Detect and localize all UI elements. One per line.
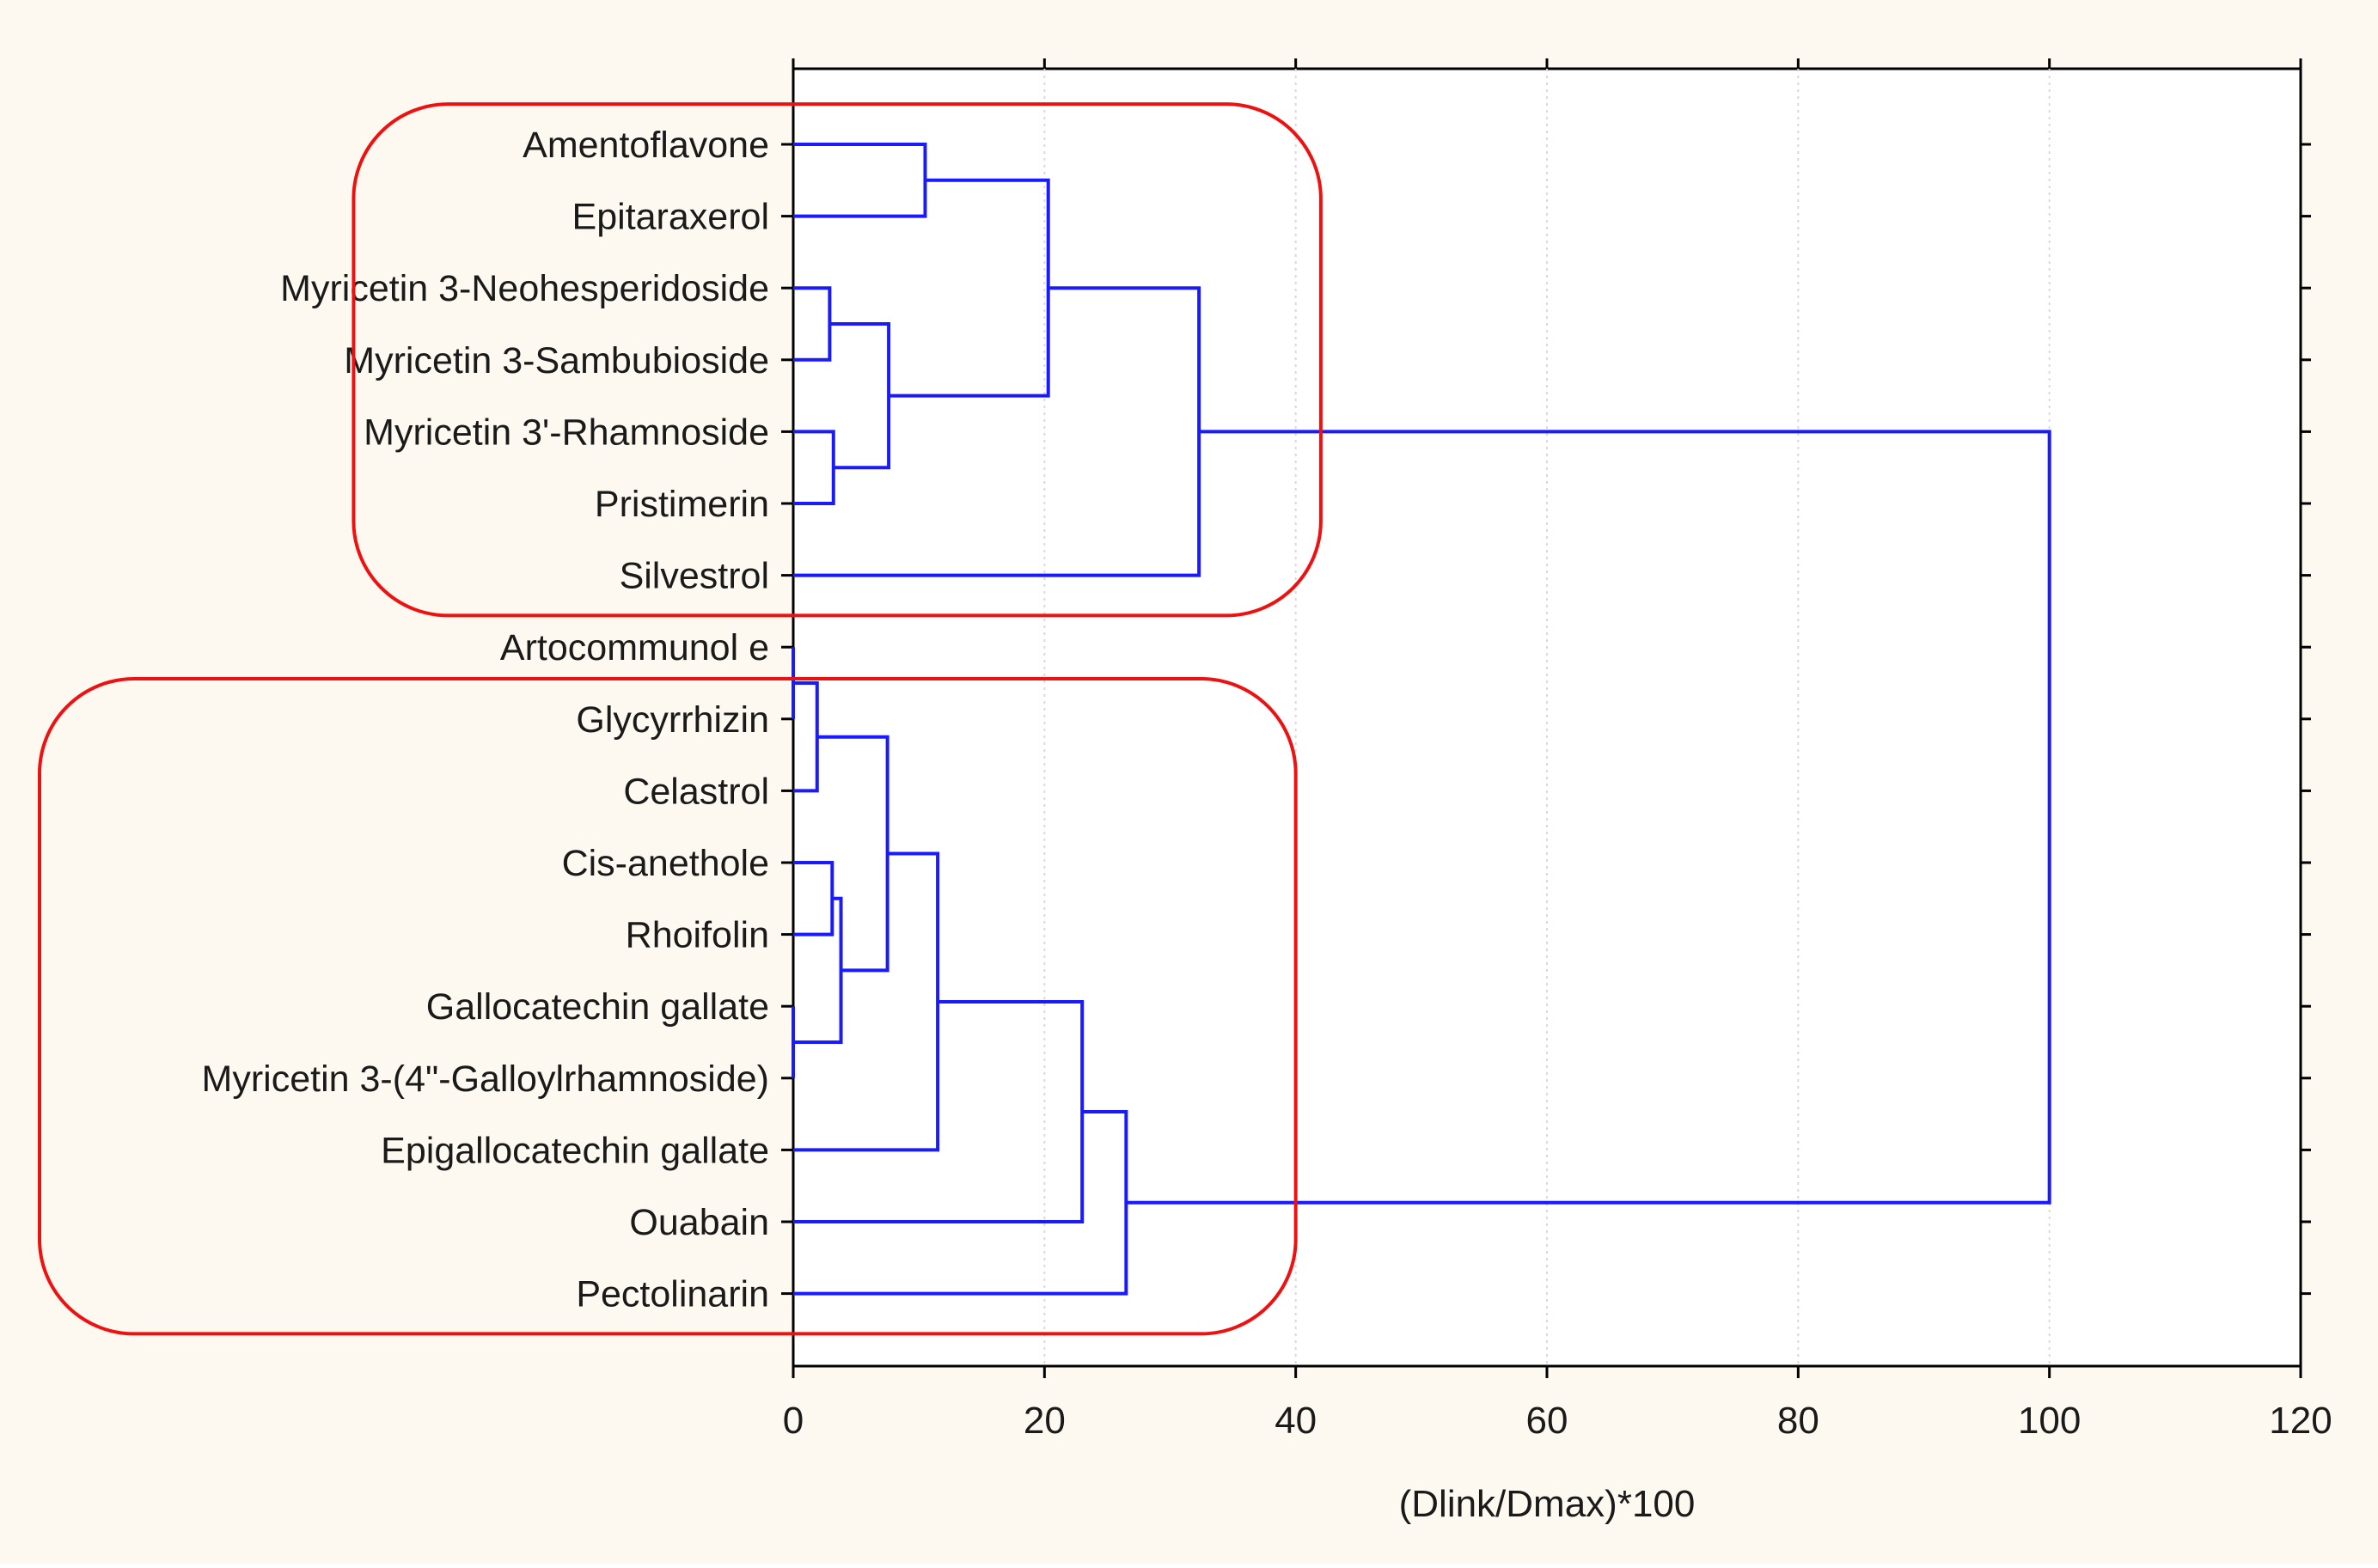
leaf-label: Epitaraxerol — [572, 197, 769, 238]
dendrogram-link — [793, 851, 940, 1152]
leaf-label: Ouabain — [629, 1202, 769, 1243]
leaf-label: Amentoflavone — [523, 125, 769, 166]
leaf-label: Silvestrol — [620, 556, 769, 597]
leaf-label-layer: Amentoflavone Epitaraxerol Myricetin 3-Neo… — [202, 125, 769, 1315]
x-tick-label: 0 — [783, 1400, 804, 1442]
leaf-label: Myricetin 3-Sambubioside — [344, 340, 769, 381]
leaf-label: Pristimerin — [595, 484, 769, 525]
leaf-label: Cis-anethole — [562, 843, 769, 884]
leaf-label: Artocommunol e — [500, 627, 769, 668]
leaf-label: Rhoifolin — [626, 915, 769, 956]
leaf-label: Glycyrrhizin — [576, 699, 769, 741]
dendrogram-link — [793, 430, 835, 505]
branch-layer — [792, 143, 2051, 1296]
leaf-label: Epigallocatechin gallate — [381, 1130, 769, 1171]
x-tick-label: 20 — [1024, 1400, 1066, 1442]
x-tick-label: 40 — [1275, 1400, 1317, 1442]
cluster-highlight-box — [352, 102, 1323, 618]
leaf-label: Myricetin 3-Neohesperidoside — [280, 268, 769, 309]
dendrogram-link — [793, 999, 1085, 1223]
leaf-label: Gallocatechin gallate — [426, 986, 769, 1028]
dendrogram-link — [793, 1109, 1128, 1296]
x-tick-label: 80 — [1777, 1400, 1819, 1442]
dendrogram-link — [793, 896, 843, 1044]
dendrogram-link — [793, 286, 832, 362]
cluster-highlight-layer — [38, 102, 1323, 1336]
x-axis-title: (Dlink/Dmax)*100 — [1399, 1483, 1696, 1525]
x-tick-label: 120 — [2269, 1400, 2332, 1442]
leaf-label: Pectolinarin — [576, 1274, 769, 1315]
dendrogram-link — [793, 143, 927, 218]
leaf-label: Celastrol — [623, 771, 769, 812]
cluster-highlight-box — [38, 676, 1298, 1336]
leaf-label: Myricetin 3'-Rhamnoside — [364, 412, 769, 453]
x-tick-label: 100 — [2018, 1400, 2081, 1442]
dendrogram-link — [1126, 430, 2051, 1205]
x-tick-label: 60 — [1526, 1400, 1568, 1442]
tick-layer: 0 20 40 60 80 100 120 — [781, 58, 2332, 1442]
leaf-label: Myricetin 3-(4"-Galloylrhamnoside) — [202, 1059, 769, 1100]
